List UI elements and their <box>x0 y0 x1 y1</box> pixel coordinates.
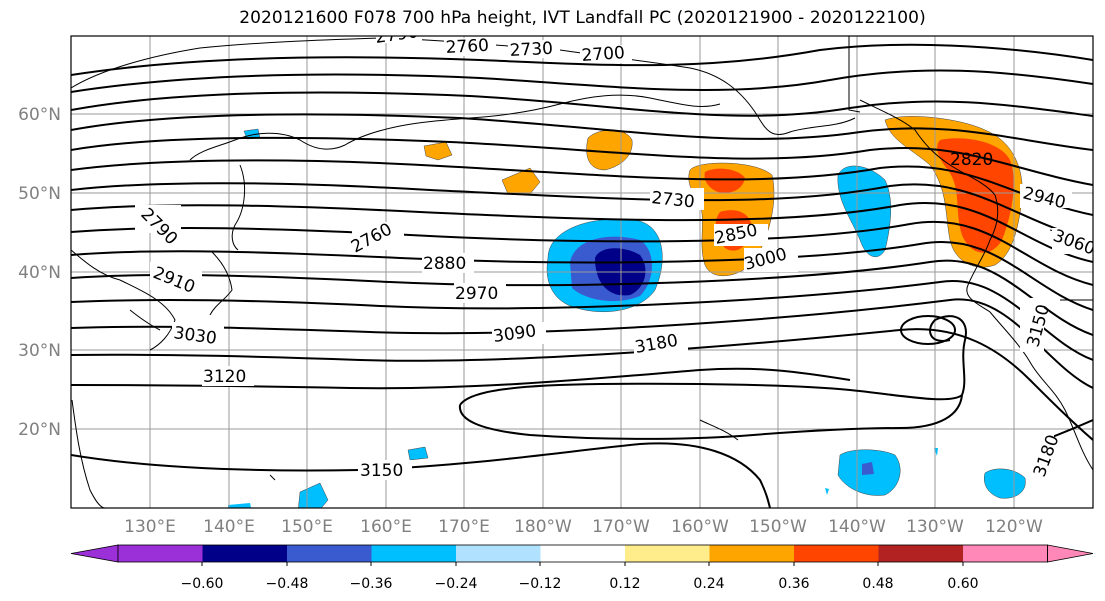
contour-label: 2730 <box>509 39 553 61</box>
colorbar-swatch <box>540 545 626 562</box>
lon-label: 160°E <box>360 517 412 537</box>
lon-label: 120°W <box>985 517 1043 537</box>
contour-label: 3120 <box>203 367 246 387</box>
colorbar-swatch <box>963 545 1048 562</box>
colorbar-ticks: −0.60 −0.48 −0.36 −0.24 −0.12 0.12 0.24 … <box>181 576 979 592</box>
colorbar-swatches <box>70 544 1094 566</box>
lon-label: 130°E <box>124 517 176 537</box>
colorbar-swatch <box>625 545 710 562</box>
map-panel: 2790 2760 2730 2700 2790 2910 3030 3120 … <box>71 22 1093 508</box>
graticule <box>71 36 1093 508</box>
contour-label: 3150 <box>360 461 403 481</box>
longitude-labels: 130°E 140°E 150°E 160°E 170°E 180°W 170°… <box>124 517 1043 537</box>
lon-label: 150°E <box>281 517 333 537</box>
colorbar-tick: −0.24 <box>435 576 478 592</box>
colorbar-swatch <box>118 545 203 562</box>
lon-label: 130°W <box>906 517 964 537</box>
lat-label: 40°N <box>18 263 61 283</box>
colorbar-tick: 0.48 <box>862 576 893 592</box>
colorbar-tick: −0.12 <box>519 576 562 592</box>
colorbar-swatch <box>794 545 879 562</box>
colorbar-extend-low <box>70 544 119 563</box>
lat-label: 20°N <box>18 420 61 440</box>
height-contours <box>71 43 1093 508</box>
colorbar-tick: −0.60 <box>181 576 224 592</box>
colorbar-swatch <box>456 545 541 562</box>
colorbar-tick: 0.24 <box>693 576 724 592</box>
colorbar-swatch <box>202 545 288 562</box>
lon-label: 160°W <box>671 517 729 537</box>
colorbar-tick: 0.60 <box>947 576 978 592</box>
map-title: 2020121600 F078 700 hPa height, IVT Land… <box>239 8 926 28</box>
contour-label: 2970 <box>455 284 498 304</box>
contour-label: 2700 <box>581 43 626 66</box>
lat-label: 60°N <box>18 105 61 125</box>
colorbar-swatch <box>287 545 372 562</box>
colorbar-swatch <box>371 545 457 562</box>
colorbar-tick: 0.36 <box>778 576 809 592</box>
colorbar-extend-high <box>1047 544 1094 563</box>
contour-label: 2790 <box>374 22 420 48</box>
lon-label: 140°E <box>203 517 255 537</box>
coastlines <box>71 36 1093 508</box>
lon-label: 170°W <box>592 517 650 537</box>
latitude-labels: 60°N 50°N 40°N 30°N 20°N <box>18 105 61 440</box>
lon-label: 170°E <box>438 517 490 537</box>
contour-label: 2880 <box>423 254 466 274</box>
colorbar-swatch <box>709 545 795 562</box>
lon-label: 140°W <box>828 517 886 537</box>
colorbar-tick: −0.48 <box>266 576 309 592</box>
lat-label: 30°N <box>18 341 61 361</box>
contour-label: 2730 <box>650 188 695 212</box>
colorbar-tick: −0.36 <box>350 576 393 592</box>
map-border <box>70 35 1094 509</box>
colorbar: −0.60 −0.48 −0.36 −0.24 −0.12 0.12 0.24 … <box>70 544 1094 592</box>
contour-label: 2760 <box>445 36 489 58</box>
colorbar-frame <box>117 544 1048 563</box>
colorbar-swatch <box>878 545 964 562</box>
contour-label: 2820 <box>950 150 993 170</box>
lat-label: 50°N <box>18 184 61 204</box>
lon-label: 180°W <box>514 517 572 537</box>
lon-label: 150°W <box>749 517 807 537</box>
colorbar-tick: 0.12 <box>609 576 640 592</box>
